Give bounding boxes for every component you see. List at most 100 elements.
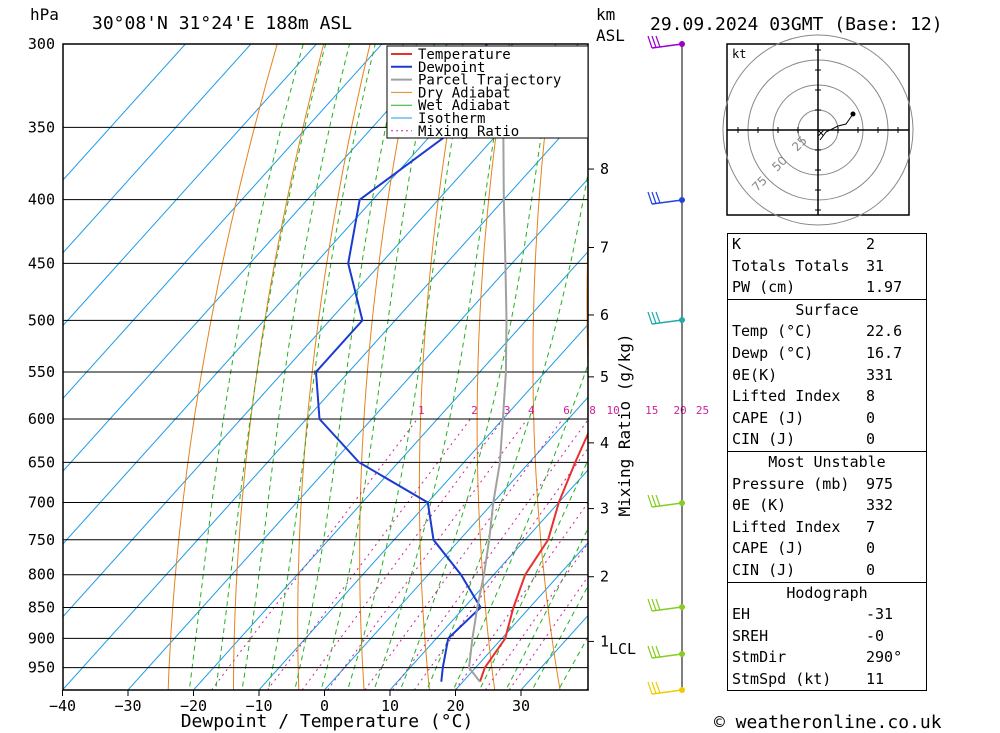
wind-barb-flag bbox=[647, 35, 653, 49]
mixing-ratio-line bbox=[364, 418, 564, 690]
mixing-ratio-label: 15 bbox=[645, 404, 658, 417]
mixing-ratio-axis-label: Mixing Ratio (g/kg) bbox=[615, 333, 634, 516]
wind-barb-flag bbox=[647, 494, 653, 508]
wind-barb-flag bbox=[651, 191, 657, 204]
isotherm-line bbox=[389, 469, 588, 690]
mixing-ratio-line bbox=[484, 542, 588, 690]
dry-adiabat-line bbox=[233, 44, 325, 690]
index-label: CIN (J) bbox=[732, 560, 796, 579]
mixing-ratio-label: 2 bbox=[471, 404, 478, 417]
isotherm-line bbox=[258, 323, 588, 690]
km-tick-label: 3 bbox=[600, 500, 609, 518]
index-value: -0 bbox=[866, 626, 885, 645]
table-row: StmSpd (kt) 11 bbox=[728, 669, 926, 691]
index-label: Totals Totals bbox=[732, 256, 850, 275]
index-value: 0 bbox=[866, 560, 876, 579]
axes-labels: 3003504004505005506006507007508008509009… bbox=[28, 35, 709, 715]
mixing-ratio-line bbox=[413, 447, 588, 690]
x-axis-label: Dewpoint / Temperature (°C) bbox=[181, 711, 474, 732]
table-row: θE (K) 332 bbox=[728, 495, 926, 517]
wind-barb-flag bbox=[647, 645, 653, 659]
wind-barb-flag bbox=[647, 681, 653, 695]
km-tick-label: 5 bbox=[600, 368, 609, 386]
index-label: Lifted Index bbox=[732, 387, 841, 406]
index-label: Temp (°C) bbox=[732, 322, 814, 341]
hodograph-top-point bbox=[850, 111, 856, 117]
temperature-tick-label: 0 bbox=[320, 697, 329, 715]
series-temperature-line bbox=[479, 431, 588, 683]
legend-entry: Dewpoint bbox=[418, 60, 485, 76]
isotherm-line bbox=[127, 178, 588, 690]
mixing-ratio-label: 4 bbox=[528, 404, 535, 417]
legend-entry: Dry Adiabat bbox=[418, 85, 511, 101]
wind-barb-flag bbox=[655, 311, 661, 324]
dry-adiabat-line bbox=[974, 44, 1000, 690]
index-value: 290° bbox=[866, 648, 903, 667]
isotherm-line bbox=[63, 44, 449, 472]
wind-barb-shaft bbox=[651, 653, 683, 659]
wind-barb-flag bbox=[651, 598, 657, 611]
temperature-tick-label: −20 bbox=[180, 697, 207, 715]
wet-adiabat-line bbox=[373, 44, 510, 690]
table-row: θE(K) 331 bbox=[728, 365, 926, 387]
km-tick-label: 2 bbox=[600, 568, 609, 586]
hpa-label: hPa bbox=[30, 5, 59, 24]
profile-lines bbox=[314, 44, 588, 683]
plot-frame bbox=[62, 43, 589, 691]
series-parcel-trajectory-line bbox=[467, 78, 508, 683]
storm-motion-marker: × bbox=[817, 126, 824, 140]
pressure-tick-label: 800 bbox=[28, 566, 55, 584]
wind-barb-flag bbox=[647, 191, 653, 205]
km-tick-label: 4 bbox=[600, 434, 609, 452]
surface-title: Surface bbox=[795, 300, 859, 319]
index-value: 331 bbox=[866, 365, 894, 384]
wind-barb-shaft bbox=[651, 199, 683, 205]
pressure-tick-label: 750 bbox=[28, 531, 55, 549]
km-tick-label: 1 bbox=[600, 632, 609, 650]
index-value: 1.97 bbox=[866, 278, 903, 297]
legend-entry: Parcel Trajectory bbox=[418, 73, 561, 89]
index-value: 0 bbox=[866, 539, 876, 558]
dry-adiabat-line bbox=[532, 44, 561, 690]
wind-barb-flag bbox=[647, 311, 653, 325]
hodograph-trace bbox=[819, 113, 854, 141]
temperature-tick-label: −10 bbox=[245, 697, 272, 715]
isotherm-line bbox=[63, 44, 383, 400]
wind-barb-flag bbox=[651, 311, 657, 324]
mixing-ratio-label: 3 bbox=[504, 404, 511, 417]
index-label: SREH bbox=[732, 626, 769, 645]
table-row: CAPE (J) 0 bbox=[728, 408, 926, 430]
table-row: Temp (°C) 22.6 bbox=[728, 321, 926, 343]
copyright-footer: © weatheronline.co.uk bbox=[714, 712, 942, 733]
mixing-ratio-line bbox=[301, 418, 504, 690]
pressure-tick-label: 450 bbox=[28, 254, 55, 272]
table-row: EH -31 bbox=[728, 604, 926, 626]
wind-barbs-column bbox=[647, 35, 685, 695]
isotherm-line bbox=[63, 44, 252, 254]
wet-adiabat-line bbox=[452, 363, 588, 690]
table-row: Lifted Index 7 bbox=[728, 517, 926, 539]
km-tick-label: 6 bbox=[600, 306, 609, 324]
isotherm-line bbox=[454, 542, 588, 690]
pressure-tick-label: 350 bbox=[28, 118, 55, 136]
wind-barb-flag bbox=[655, 598, 661, 611]
table-row: Totals Totals 31 bbox=[728, 256, 926, 278]
wet-adiabat-line bbox=[531, 584, 588, 690]
wind-barb-flag bbox=[651, 494, 657, 507]
index-label: θE(K) bbox=[732, 365, 778, 384]
mixing-ratio-line bbox=[454, 501, 588, 690]
mixing-ratio-label: 25 bbox=[696, 404, 709, 417]
mixing-ratio-label: 8 bbox=[589, 404, 596, 417]
pressure-tick-label: 300 bbox=[28, 35, 55, 53]
wind-barb-flag bbox=[655, 35, 661, 48]
wet-adiabat-line bbox=[478, 458, 588, 690]
mixing-ratio-label: 6 bbox=[563, 404, 570, 417]
legend-entry: Mixing Ratio bbox=[418, 124, 519, 140]
index-label: K bbox=[732, 235, 742, 253]
index-label: θE (K) bbox=[732, 496, 787, 515]
dry-adiabat-line bbox=[297, 44, 371, 690]
table-row: StmDir 290° bbox=[728, 647, 926, 669]
